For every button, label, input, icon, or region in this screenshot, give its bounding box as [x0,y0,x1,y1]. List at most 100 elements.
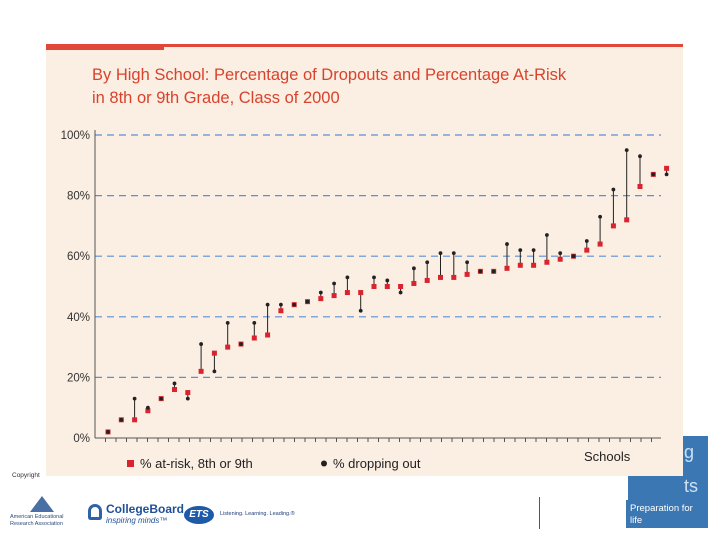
dropout-point [106,430,110,434]
side-panel-fragment-top: g [684,442,695,462]
at-risk-point [145,408,151,414]
dropout-point [545,233,549,237]
dropout-point [558,251,563,256]
dropout-point [318,290,323,295]
axis-layer: 0% 20% 40% 60% 80% 100% Schools [61,130,661,464]
legend-dropout-label: % dropping out [333,456,421,471]
dropout-point [385,278,390,283]
chart-accent-tab [46,47,164,50]
dropout-point [611,187,616,192]
at-risk-point [517,262,523,268]
dropout-point [598,214,602,219]
y-tick-label: 40% [67,312,90,324]
at-risk-point [278,308,284,314]
dropout-point [185,396,190,401]
side-card: Preparation for life after high school [626,500,708,538]
dropout-point [425,260,430,265]
y-tick-label: 20% [67,372,90,384]
dropout-point [412,266,416,271]
grid-layer [95,134,661,378]
dropout-point [571,254,576,259]
y-tick-label: 100% [61,130,90,142]
at-risk-point [225,344,231,350]
side-card-line-2: after high school [630,527,700,538]
x-axis-label: Schools [584,449,631,464]
dropout-point [146,405,150,410]
dropout-point [505,242,509,246]
at-risk-point [318,296,324,302]
at-risk-point [557,256,563,262]
at-risk-point [371,284,377,289]
at-risk-point [331,293,337,299]
at-risk-point [451,274,457,280]
dropout-point [398,290,403,295]
copyright-text: Copyright [12,472,40,479]
college-board-acorn-icon [88,504,102,520]
at-risk-point [172,387,177,393]
footer-divider [539,497,540,529]
dropout-point [358,308,363,313]
dropout-point [119,417,124,422]
college-board-tagline: inspiring minds™ [106,516,168,525]
dropout-point [239,342,243,346]
at-risk-point [211,350,217,356]
dropout-point [265,302,270,307]
aera-name-line-1: American Educational [10,514,64,520]
dropout-point [372,275,376,280]
legend-layer: % at-risk, 8th or 9th % dropping out [127,456,421,471]
at-risk-point [411,280,417,286]
dropout-point [664,172,669,177]
at-risk-point [584,247,590,253]
ets-tagline: Listening. Learning. Leading.® [220,511,295,517]
dropout-point [451,251,456,256]
at-risk-point [624,217,630,223]
dropout-point [212,369,217,374]
dropout-point [491,269,496,274]
at-risk-point [637,184,643,190]
side-panel-fragment-bottom: ts [684,476,699,496]
at-risk-point [610,223,616,229]
dropout-point [478,269,483,274]
dropout-point [465,260,469,265]
at-risk-point [424,277,430,283]
dropout-point [531,248,536,253]
dropout-point [584,239,589,243]
legend-dropout-marker [321,460,327,467]
at-risk-point [438,274,443,280]
dropout-point [252,320,257,325]
at-risk-point [132,417,138,423]
dropout-point [638,154,642,159]
at-risk-point [198,368,204,374]
at-risk-point [531,262,537,268]
dropout-point [172,381,177,386]
dropout-point [305,299,310,304]
ets-oval-icon: ETS [184,506,214,524]
side-card-line-1: Preparation for life [630,503,693,526]
chart-title-line-1: By High School: Percentage of Dropouts a… [92,66,567,84]
y-tick-label: 60% [67,251,90,263]
at-risk-point [344,290,350,296]
footer-logos: American Educational Research Associatio… [0,492,720,540]
legend-at-risk-marker [127,460,134,467]
y-tick-label: 80% [67,191,90,203]
at-risk-point [398,284,404,289]
dropout-point [518,248,523,253]
at-risk-point [185,390,191,396]
dropout-point [332,281,336,286]
aera-name-line-2: Research Association [10,520,63,527]
dropout-point [624,148,629,153]
legend-at-risk-label: % at-risk, 8th or 9th [140,456,253,471]
at-risk-point [544,259,550,265]
chart-title-line-2: in 8th or 9th Grade, Class of 2000 [92,89,340,107]
chart-plot: 0% 20% 40% 60% 80% 100% Schools % at-risk, 8th… [61,130,670,471]
chart-card: 0% 20% 40% 60% 80% 100% Schools % at-risk, 8th… [46,44,683,476]
at-risk-point [464,271,470,277]
dropout-point [279,302,283,307]
at-risk-point [384,284,390,289]
dropout-point [345,275,350,280]
y-tick-label: 0% [73,433,90,445]
at-risk-point [265,332,271,338]
dropout-point [159,396,164,401]
dropout-point [132,396,137,401]
at-risk-point [664,165,670,171]
